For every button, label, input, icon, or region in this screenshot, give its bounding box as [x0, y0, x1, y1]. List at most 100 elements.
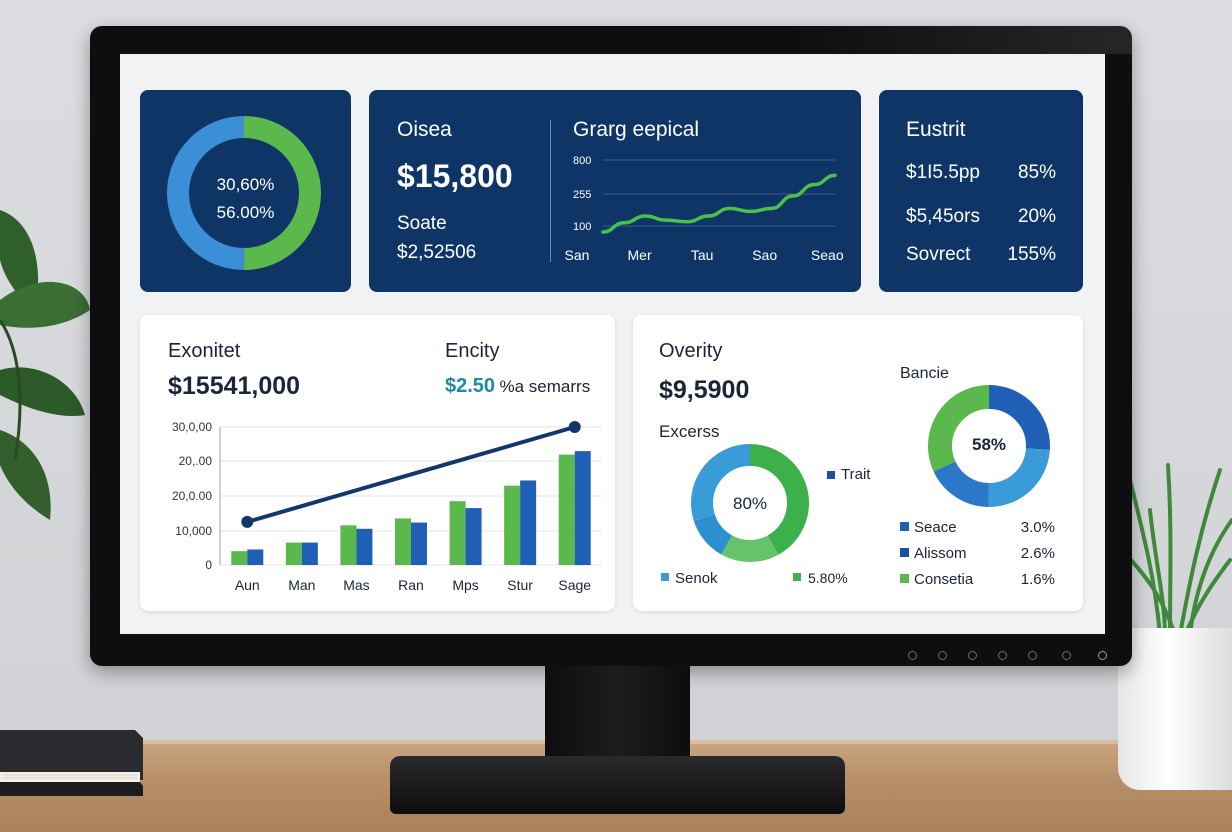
- donut-segment: [928, 385, 1050, 507]
- monitor-button[interactable]: [1028, 651, 1037, 660]
- stats-row-label: $1I5.5pp: [906, 162, 980, 183]
- power-button[interactable]: [1098, 651, 1107, 660]
- plant-left: [0, 210, 90, 520]
- y-tick-label: 800: [573, 155, 591, 167]
- legend-swatch: [793, 573, 801, 581]
- legend-swatch: [900, 574, 909, 583]
- legend-label: Seace: [914, 519, 957, 536]
- overview-donut2-label: 58%: [971, 435, 1007, 454]
- trend-point: [568, 421, 581, 433]
- donut-center: [958, 415, 1020, 477]
- bar: [520, 480, 537, 565]
- legend-swatch: [900, 522, 909, 531]
- plant-right: [1120, 463, 1232, 637]
- legend-swatch: [900, 548, 909, 557]
- legend-label: Alissom: [914, 545, 967, 562]
- monitor-button[interactable]: [908, 651, 917, 660]
- overview-donut2-chart: [928, 385, 1050, 507]
- bar: [285, 542, 302, 565]
- donut-value-1: 30,60%: [216, 175, 275, 194]
- monitor-base: [390, 756, 845, 814]
- plant-leaf: [0, 281, 90, 328]
- stats-row-label: $5,45ors: [906, 206, 980, 227]
- donut-segment: [691, 444, 809, 562]
- legend-label: Consetia: [914, 571, 974, 588]
- bar-chart-card: Exonitet $15541,000 Encity $2.50 %a sema…: [140, 315, 615, 611]
- bar: [231, 551, 248, 565]
- overview-sub-title: Excerss: [659, 422, 720, 441]
- donut-card: 30,60% 56.00%: [140, 90, 351, 292]
- donut-segment: [928, 385, 1050, 507]
- revenue-card: Oisea $15,800 Soate $2,52506 Grarg eepic…: [369, 90, 861, 292]
- revenue-amount: $15,800: [397, 158, 513, 194]
- stats-row-value: 85%: [1017, 162, 1056, 183]
- line-chart: 800 255 100 San Mer Tau Sao Seao: [565, 155, 844, 263]
- bar-card-right-suffix: %a semarrs: [499, 377, 591, 396]
- y-tick-label: 255: [573, 189, 591, 201]
- monitor-button[interactable]: [998, 651, 1007, 660]
- legend-value: 1.6%: [1020, 571, 1055, 588]
- donut-chart: [167, 116, 321, 270]
- stats-row-value: 155%: [1007, 244, 1056, 265]
- legend-label: Trait: [841, 466, 871, 483]
- overview-title: Overity: [659, 340, 723, 362]
- line-series: [601, 173, 837, 234]
- monitor-sheen: [790, 26, 1132, 54]
- stats-row-value: 20%: [1017, 206, 1056, 227]
- donut-segment: [167, 116, 321, 270]
- bar-chart: 0 10,000 20,0.00 20,.00 30,0,00 Aun Man Mas Ran M…: [172, 420, 602, 593]
- bar: [465, 508, 482, 565]
- plant-pot: [1118, 628, 1232, 790]
- bar: [558, 454, 575, 565]
- monitor-button[interactable]: [1062, 651, 1071, 660]
- bar-card-right-value: $2.50 %a semarrs: [445, 375, 590, 398]
- x-tick-label: Mps: [452, 577, 478, 593]
- line-chart-title: Grarg eepical: [573, 118, 700, 141]
- plant-leaf: [0, 430, 51, 520]
- x-tick-label: Aun: [235, 577, 260, 593]
- legend-label: Senok: [675, 570, 718, 587]
- revenue-sub-value: $2,52506: [397, 242, 477, 263]
- x-tick-label: San: [565, 247, 589, 263]
- plant-stem: [0, 319, 22, 461]
- y-tick-label: 30,0,00: [172, 420, 212, 434]
- donut-value-2: 56.00%: [216, 203, 275, 222]
- donut-segment: [691, 444, 809, 562]
- legend-value: 3.0%: [1020, 519, 1055, 536]
- x-tick-label: Sao: [752, 247, 777, 263]
- overview-donut2-title: Bancie: [900, 365, 949, 382]
- x-tick-label: Sage: [558, 577, 591, 593]
- bar-card-amount: $15541,000: [168, 372, 301, 400]
- bar: [301, 542, 318, 565]
- overview-card: Overity $9,5900 Excerss 80% Trait Senok …: [633, 315, 1083, 611]
- stats-title: Eustrit: [906, 118, 966, 141]
- stats-row-label: Sovrect: [906, 244, 971, 265]
- monitor-button[interactable]: [938, 651, 947, 660]
- legend-label: 5.80%: [808, 570, 848, 586]
- plant-leaf: [0, 367, 85, 416]
- bar-card-right-title: Encity: [445, 340, 500, 362]
- bar: [574, 451, 591, 565]
- bar: [504, 485, 521, 565]
- monitor-button[interactable]: [968, 651, 977, 660]
- x-tick-label: Mer: [628, 247, 652, 263]
- x-tick-label: Mas: [343, 577, 369, 593]
- overview-donut-label: 80%: [732, 494, 768, 513]
- overview-amount: $9,5900: [659, 376, 750, 404]
- book: [0, 730, 143, 796]
- bar: [411, 522, 427, 565]
- bar: [449, 501, 466, 565]
- overview-donut-chart: [691, 444, 809, 562]
- stats-card: Eustrit $1I5.5pp 85% $5,45ors 20% Sovrec…: [879, 90, 1083, 292]
- revenue-sub-label: Soate: [397, 213, 447, 234]
- y-tick-label: 100: [573, 221, 591, 233]
- plant-leaf: [0, 210, 39, 310]
- legend-value: 2.6%: [1020, 545, 1055, 562]
- trend-point: [241, 515, 254, 528]
- bar: [395, 518, 411, 565]
- bar-card-title: Exonitet: [168, 340, 241, 362]
- bar-card-right-amount: $2.50: [445, 375, 496, 397]
- legend-swatch: [827, 471, 835, 479]
- card-divider: [550, 120, 551, 262]
- monitor-neck: [545, 666, 690, 758]
